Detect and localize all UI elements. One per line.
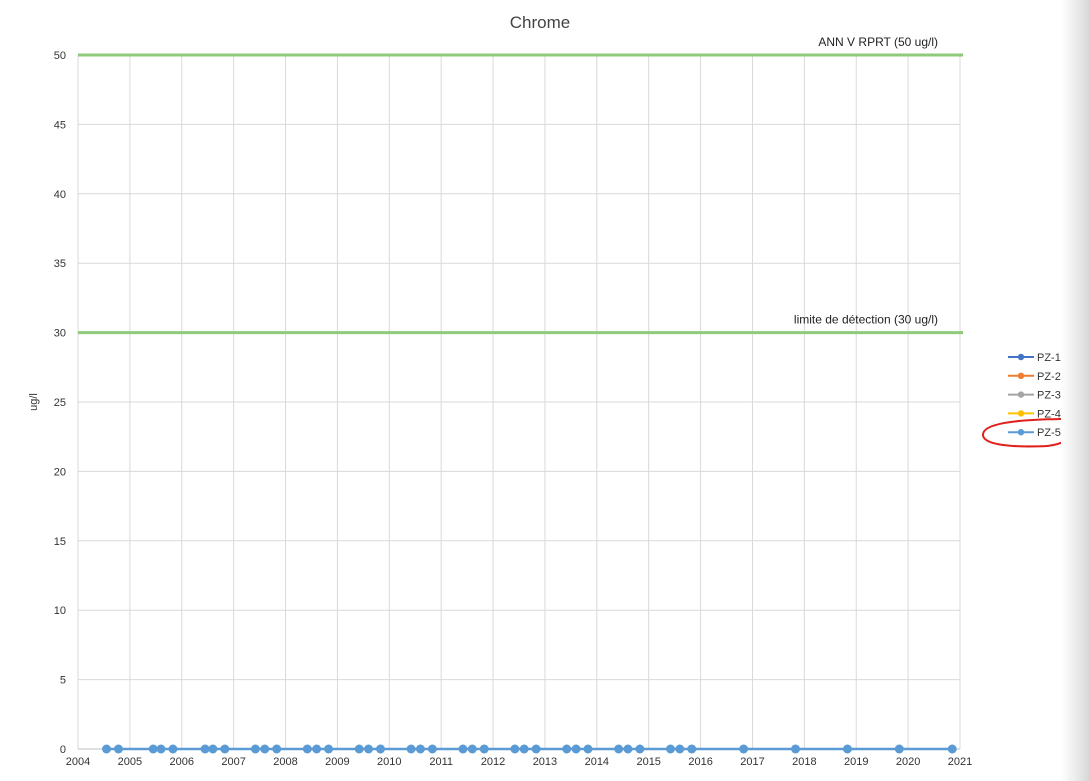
reference-lines: ANN V RPRT (50 ug/l) limite de détection … bbox=[78, 35, 963, 335]
x-tick-label-2019: 2019 bbox=[844, 756, 868, 768]
gridlines bbox=[77, 54, 961, 750]
x-tick-label-2008: 2008 bbox=[273, 756, 297, 768]
data-point-PZ-5-12 bbox=[312, 744, 322, 754]
x-tick-label-2015: 2015 bbox=[636, 756, 660, 768]
data-point-PZ-5-18 bbox=[415, 744, 425, 754]
y-tick-label-10: 10 bbox=[54, 605, 66, 617]
data-point-PZ-5-34 bbox=[687, 744, 697, 754]
data-point-PZ-5-36 bbox=[791, 744, 801, 754]
x-tick-label-2010: 2010 bbox=[377, 756, 401, 768]
axes: 2004 2005 2006 2007 2008 2009 2010 2011 2012 2013… bbox=[54, 50, 972, 768]
x-tick-label-2012: 2012 bbox=[481, 756, 505, 768]
data-point-PZ-5-10 bbox=[272, 744, 282, 754]
legend-marker-PZ-4 bbox=[1017, 410, 1025, 417]
data-point-PZ-5-39 bbox=[947, 744, 957, 754]
data-point-PZ-5-27 bbox=[571, 744, 581, 754]
y-tick-label-15: 15 bbox=[54, 536, 66, 548]
data-point-PZ-5-7 bbox=[220, 744, 230, 754]
legend-label-PZ-2: PZ-2 bbox=[1037, 371, 1061, 383]
data-point-PZ-5-4 bbox=[168, 744, 178, 754]
x-tick-label-2018: 2018 bbox=[792, 756, 816, 768]
data-point-PZ-5-23 bbox=[510, 744, 520, 754]
data-point-PZ-5-9 bbox=[260, 744, 270, 754]
data-point-PZ-5-13 bbox=[324, 744, 334, 754]
data-point-PZ-5-16 bbox=[375, 744, 385, 754]
x-tick-label-2004: 2004 bbox=[66, 756, 90, 768]
chart-title: Chrome bbox=[510, 13, 570, 32]
data-point-PZ-5-37 bbox=[842, 744, 852, 754]
y-tick-label-5: 5 bbox=[60, 675, 66, 687]
x-tick-label-2017: 2017 bbox=[740, 756, 764, 768]
series-layer bbox=[102, 744, 957, 754]
data-point-PZ-5-0 bbox=[102, 744, 112, 754]
window-edge bbox=[1061, 0, 1089, 781]
data-point-PZ-5-3 bbox=[156, 744, 166, 754]
data-point-PZ-5-17 bbox=[406, 744, 416, 754]
data-point-PZ-5-26 bbox=[562, 744, 572, 754]
data-point-PZ-5-14 bbox=[354, 744, 364, 754]
x-tick-label-2005: 2005 bbox=[118, 756, 142, 768]
y-axis-label: ug/l bbox=[28, 393, 40, 411]
data-point-PZ-5-5 bbox=[200, 744, 210, 754]
y-tick-label-20: 20 bbox=[54, 466, 66, 478]
x-tick-label-2020: 2020 bbox=[896, 756, 920, 768]
x-tick-label-2021: 2021 bbox=[948, 756, 972, 768]
data-point-PZ-5-20 bbox=[458, 744, 468, 754]
reference-line-label-30: limite de détection (30 ug/l) bbox=[794, 313, 938, 327]
data-point-PZ-5-6 bbox=[208, 744, 218, 754]
y-tick-label-25: 25 bbox=[54, 397, 66, 409]
y-tick-label-45: 45 bbox=[54, 119, 66, 131]
data-point-PZ-5-11 bbox=[302, 744, 312, 754]
data-point-PZ-5-32 bbox=[665, 744, 675, 754]
data-point-PZ-5-29 bbox=[614, 744, 624, 754]
y-tick-label-35: 35 bbox=[54, 258, 66, 270]
data-point-PZ-5-24 bbox=[519, 744, 529, 754]
data-point-PZ-5-31 bbox=[635, 744, 645, 754]
data-point-PZ-5-28 bbox=[583, 744, 593, 754]
x-tick-label-2006: 2006 bbox=[170, 756, 194, 768]
legend-label-PZ-5: PZ-5 bbox=[1037, 427, 1061, 439]
x-tick-label-2007: 2007 bbox=[221, 756, 245, 768]
reference-line-label-50: ANN V RPRT (50 ug/l) bbox=[818, 35, 938, 49]
data-point-PZ-5-21 bbox=[467, 744, 477, 754]
data-point-PZ-5-19 bbox=[427, 744, 437, 754]
legend-marker-PZ-1 bbox=[1017, 353, 1025, 361]
x-tick-label-2013: 2013 bbox=[533, 756, 557, 768]
legend-label-PZ-1: PZ-1 bbox=[1037, 352, 1061, 364]
x-tick-label-2009: 2009 bbox=[325, 756, 349, 768]
data-point-PZ-5-22 bbox=[479, 744, 489, 754]
legend: PZ-1 PZ-2 PZ-3 PZ-4 PZ-5 bbox=[1008, 352, 1061, 439]
legend-marker-PZ-2 bbox=[1017, 372, 1025, 379]
y-tick-label-50: 50 bbox=[54, 50, 66, 62]
data-point-PZ-5-30 bbox=[623, 744, 633, 754]
y-tick-label-0: 0 bbox=[60, 744, 66, 756]
legend-label-PZ-3: PZ-3 bbox=[1037, 390, 1061, 402]
legend-marker-PZ-5 bbox=[1017, 429, 1025, 436]
y-tick-label-30: 30 bbox=[54, 328, 66, 340]
legend-label-PZ-4: PZ-4 bbox=[1037, 408, 1061, 420]
data-point-PZ-5-1 bbox=[113, 744, 123, 754]
data-point-PZ-5-8 bbox=[250, 744, 260, 754]
data-point-PZ-5-38 bbox=[894, 744, 904, 754]
x-tick-label-2014: 2014 bbox=[585, 756, 609, 768]
data-point-PZ-5-35 bbox=[739, 744, 749, 754]
x-tick-label-2016: 2016 bbox=[688, 756, 712, 768]
x-tick-label-2011: 2011 bbox=[429, 756, 453, 768]
data-point-PZ-5-33 bbox=[675, 744, 685, 754]
y-tick-label-40: 40 bbox=[54, 189, 66, 201]
data-point-PZ-5-2 bbox=[148, 744, 158, 754]
data-point-PZ-5-15 bbox=[364, 744, 374, 754]
data-point-PZ-5-25 bbox=[531, 744, 541, 754]
legend-marker-PZ-3 bbox=[1017, 391, 1025, 398]
